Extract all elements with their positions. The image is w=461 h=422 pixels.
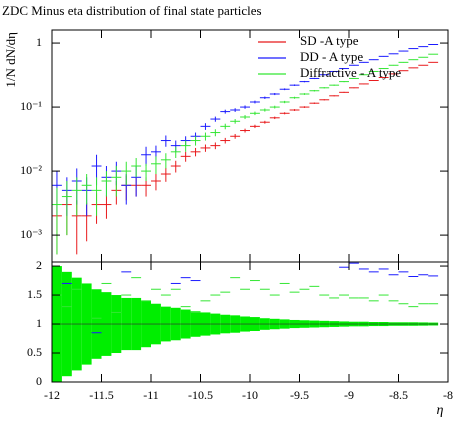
x-tick-label: -11.5 — [89, 388, 114, 402]
y-tick-label: 0 — [36, 374, 42, 388]
y-tick-label: 1.5 — [27, 287, 42, 301]
y-tick-label: 0.5 — [27, 345, 42, 359]
y-tick-label: 1 — [36, 35, 42, 49]
y-tick-label: 2 — [36, 258, 42, 272]
x-tick-label: -11 — [143, 388, 159, 402]
x-tick-label: -8 — [443, 388, 453, 402]
chart-title: ZDC Minus eta distribution of final stat… — [2, 3, 262, 18]
x-tick-label: -10.5 — [188, 388, 213, 402]
y-tick-label: 1 — [36, 316, 42, 330]
x-tick-label: -12 — [44, 388, 60, 402]
y-tick-label: 10⁻² — [20, 163, 42, 177]
legend-label: SD -A type — [300, 33, 359, 48]
y-tick-label: 10⁻³ — [20, 227, 42, 241]
plot-area — [52, 262, 439, 382]
x-axis-label: η — [437, 403, 444, 418]
plot-area — [52, 43, 439, 255]
y-axis-label: 1/N dN/dη — [3, 32, 18, 88]
x-tick-label: -8.5 — [389, 388, 408, 402]
legend-label: Diffractive - A type — [300, 65, 401, 80]
x-tick-label: -9.5 — [290, 388, 309, 402]
x-tick-label: -10 — [242, 388, 258, 402]
legend-label: DD - A type — [300, 49, 363, 64]
x-tick-label: -9 — [344, 388, 354, 402]
y-tick-label: 10⁻¹ — [20, 99, 42, 113]
